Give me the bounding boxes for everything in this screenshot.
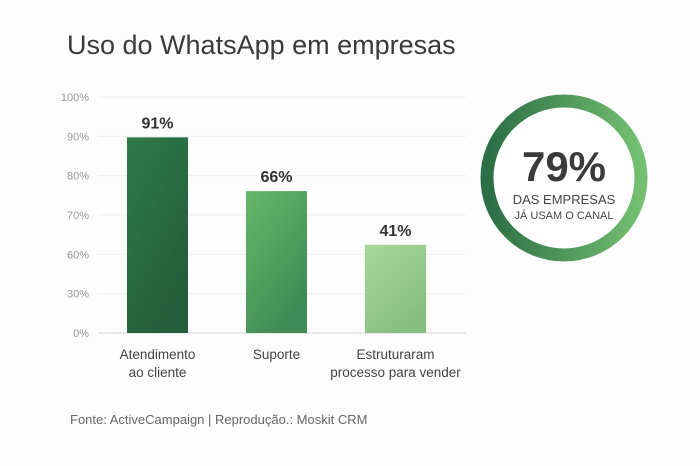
chart-title: Uso do WhatsApp em empresas	[67, 30, 456, 60]
x-tick-label: ao cliente	[129, 365, 187, 380]
data-label: 41%	[379, 223, 411, 240]
y-tick-label: 60%	[67, 249, 89, 261]
bar	[365, 244, 426, 333]
highlight-line2: JÁ USAM O CANAL	[514, 209, 613, 222]
y-tick-label: 90%	[67, 131, 89, 143]
y-tick-label: 80%	[67, 171, 89, 183]
progress-ring	[480, 94, 648, 262]
bar	[127, 137, 188, 333]
bar	[246, 191, 307, 333]
highlight-value: 79%	[522, 143, 606, 190]
source-note: Fonte: ActiveCampaign | Reprodução.: Mos…	[70, 412, 368, 427]
x-tick-label: Atendimento	[120, 347, 196, 362]
x-tick-label: Suporte	[253, 347, 300, 362]
data-label: 91%	[141, 115, 173, 132]
highlight-line1: DAS EMPRESAS	[513, 192, 616, 207]
y-tick-label: 70%	[67, 210, 89, 222]
y-tick-label: 30%	[67, 289, 89, 301]
y-tick-label: 100%	[61, 92, 89, 104]
data-label: 66%	[260, 169, 292, 186]
x-tick-label: processo para vender	[330, 365, 461, 380]
x-tick-label: Estruturaram	[356, 347, 434, 362]
y-tick-label: 0%	[73, 328, 89, 340]
